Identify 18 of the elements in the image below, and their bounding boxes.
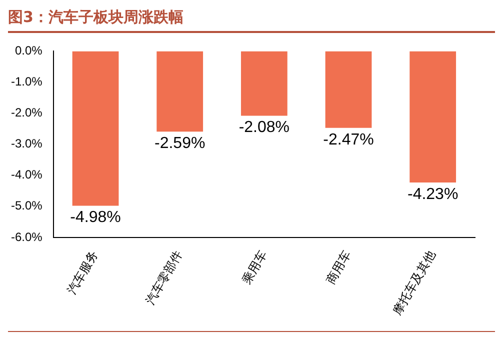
y-tick-label: 0.0% — [14, 44, 43, 58]
y-tick-label: -3.0% — [10, 136, 43, 151]
data-label: -2.08% — [238, 119, 290, 136]
x-tick-label: 摩托车及其他 — [390, 248, 438, 318]
y-tick-label: -6.0% — [10, 230, 43, 244]
data-label: -4.23% — [407, 186, 458, 203]
y-tick-label: -4.0% — [10, 168, 43, 182]
x-tick-label: 汽车零部件 — [143, 248, 186, 308]
x-tick-label: 乘用车 — [239, 248, 270, 286]
data-label: -2.59% — [154, 135, 206, 152]
y-tick-label: -1.0% — [10, 74, 43, 89]
x-tick-label: 汽车服务 — [64, 248, 101, 297]
chart-title: 图3：汽车子板块周涨跌幅 — [8, 8, 495, 33]
data-label: -4.98% — [70, 209, 121, 226]
data-label: -2.47% — [323, 131, 374, 148]
y-tick-label: -5.0% — [10, 198, 43, 213]
y-tick-label: -2.0% — [10, 106, 43, 120]
x-tick-label: 商用车 — [324, 248, 354, 286]
